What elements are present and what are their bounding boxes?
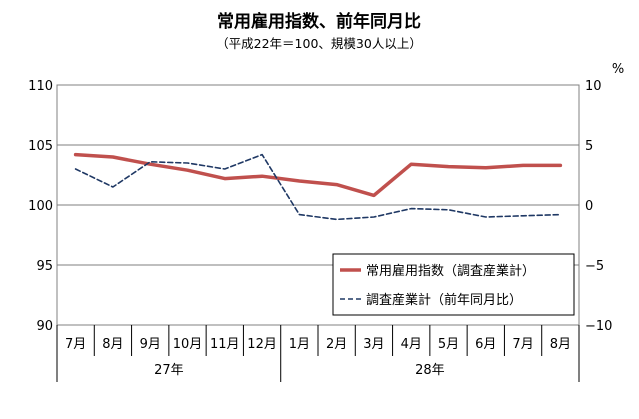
left-tick-label: 110	[28, 79, 53, 94]
category-axis: 7月 8月 9月 10月 11月 12月 1月 2月 3月 4月 5月 6月 7月 8月 27年 28年	[56, 325, 580, 382]
category-label: 2月	[326, 337, 347, 352]
category-label: 1月	[289, 337, 310, 352]
right-tick-label: 10	[585, 79, 602, 94]
left-tick-label: 95	[36, 259, 53, 274]
legend: 常用雇用指数（調査産業計） 調査産業計（前年同月比）	[332, 253, 575, 316]
category-label: 12月	[247, 337, 277, 352]
category-label: 11月	[210, 337, 240, 352]
category-label: 4月	[401, 337, 422, 352]
right-tick-label: −5	[585, 259, 604, 274]
left-tick-label: 100	[28, 199, 53, 214]
right-tick-label: −10	[585, 319, 612, 334]
category-label: 7月	[65, 337, 86, 352]
chart-title: 常用雇用指数、前年同月比	[217, 11, 421, 32]
year-label: 27年	[154, 363, 184, 378]
series-line-yoy	[74, 153, 562, 221]
category-label: 9月	[140, 337, 161, 352]
category-label: 7月	[512, 337, 533, 352]
left-axis: 90 95 100 105 110	[28, 79, 53, 334]
category-label: 8月	[550, 337, 571, 352]
right-axis-unit: %	[612, 62, 624, 77]
category-label: 6月	[475, 337, 496, 352]
left-tick-label: 90	[36, 319, 53, 334]
right-tick-label: 5	[585, 139, 593, 154]
right-axis: −10 −5 0 5 10	[585, 79, 612, 334]
legend-label-yoy: 調査産業計（前年同月比）	[366, 292, 522, 308]
year-label: 28年	[415, 363, 445, 378]
legend-box	[332, 253, 575, 316]
left-tick-label: 105	[28, 139, 53, 154]
series-line-index	[73, 152, 563, 198]
category-label: 8月	[102, 337, 123, 352]
category-label: 5月	[438, 337, 459, 352]
category-label: 3月	[363, 337, 384, 352]
right-tick-label: 0	[585, 199, 593, 214]
series-layer	[73, 152, 563, 221]
category-label: 10月	[173, 337, 203, 352]
legend-label-index: 常用雇用指数（調査産業計）	[366, 263, 535, 279]
chart-subtitle: （平成22年＝100、規模30人以上）	[216, 36, 422, 51]
